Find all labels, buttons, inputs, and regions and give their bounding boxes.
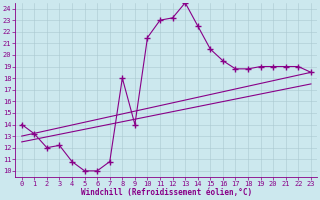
X-axis label: Windchill (Refroidissement éolien,°C): Windchill (Refroidissement éolien,°C) [81,188,252,197]
